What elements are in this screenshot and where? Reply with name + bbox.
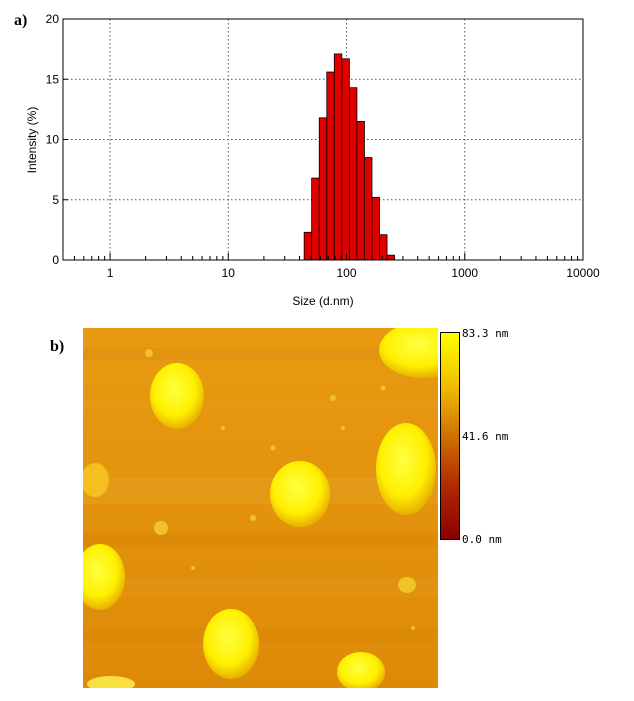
height-color-scale: 83.3 nm 41.6 nm 0.0 nm — [440, 327, 520, 546]
afm-particle — [203, 609, 259, 679]
axis-ticks — [62, 18, 579, 261]
histogram-bar — [326, 71, 335, 261]
y-tick-label: 15 — [46, 72, 60, 86]
histogram-bar — [371, 196, 380, 261]
afm-height-image — [83, 328, 438, 688]
y-axis-label: Intensity (%) — [25, 107, 39, 174]
y-tick-label: 0 — [52, 253, 59, 267]
histogram-bar — [333, 53, 343, 261]
bars — [303, 53, 395, 261]
size-distribution-chart: 1 10 100 1000 10000 0 5 10 15 20 Size (d.nm) Int… — [25, 12, 600, 308]
panel-a-label: a) — [14, 12, 28, 29]
x-axis-label: Size (d.nm) — [292, 294, 353, 308]
afm-particle — [150, 363, 204, 429]
histogram-bar — [348, 87, 358, 261]
y-tick-label: 5 — [52, 193, 59, 207]
x-tick-label: 10 — [222, 266, 236, 280]
afm-particle — [83, 544, 125, 610]
histogram-bar — [379, 234, 388, 261]
afm-particle — [270, 461, 330, 527]
histogram-bar — [318, 117, 328, 261]
panel-b-label: b) — [50, 338, 65, 355]
afm-image — [83, 328, 438, 688]
x-tick-label: 10000 — [566, 266, 600, 280]
afm-particle — [154, 521, 168, 535]
y-tick-label: 10 — [46, 133, 60, 147]
scale-max-label: 83.3 nm — [462, 327, 509, 340]
afm-particle — [376, 423, 436, 515]
histogram-bar — [303, 231, 313, 261]
x-tick-label: 100 — [337, 266, 357, 280]
histogram-bar — [364, 157, 373, 261]
afm-particle — [87, 676, 135, 688]
x-tick-labels: 1 10 100 1000 10000 — [107, 266, 600, 280]
histogram-bar — [311, 177, 320, 261]
afm-particle — [337, 652, 385, 688]
y-tick-labels: 0 5 10 15 20 — [46, 12, 60, 267]
color-scale-bar — [440, 332, 460, 540]
x-tick-label: 1 — [107, 266, 114, 280]
x-tick-label: 1000 — [451, 266, 478, 280]
scale-min-label: 0.0 nm — [462, 533, 502, 546]
histogram-bar — [356, 121, 365, 261]
afm-particle — [83, 463, 109, 497]
histogram-bar — [341, 58, 350, 261]
scale-mid-label: 41.6 nm — [462, 430, 509, 443]
afm-particle — [398, 577, 416, 593]
y-tick-label: 20 — [46, 12, 60, 26]
afm-particle — [379, 328, 438, 378]
histogram-bar — [386, 254, 395, 261]
